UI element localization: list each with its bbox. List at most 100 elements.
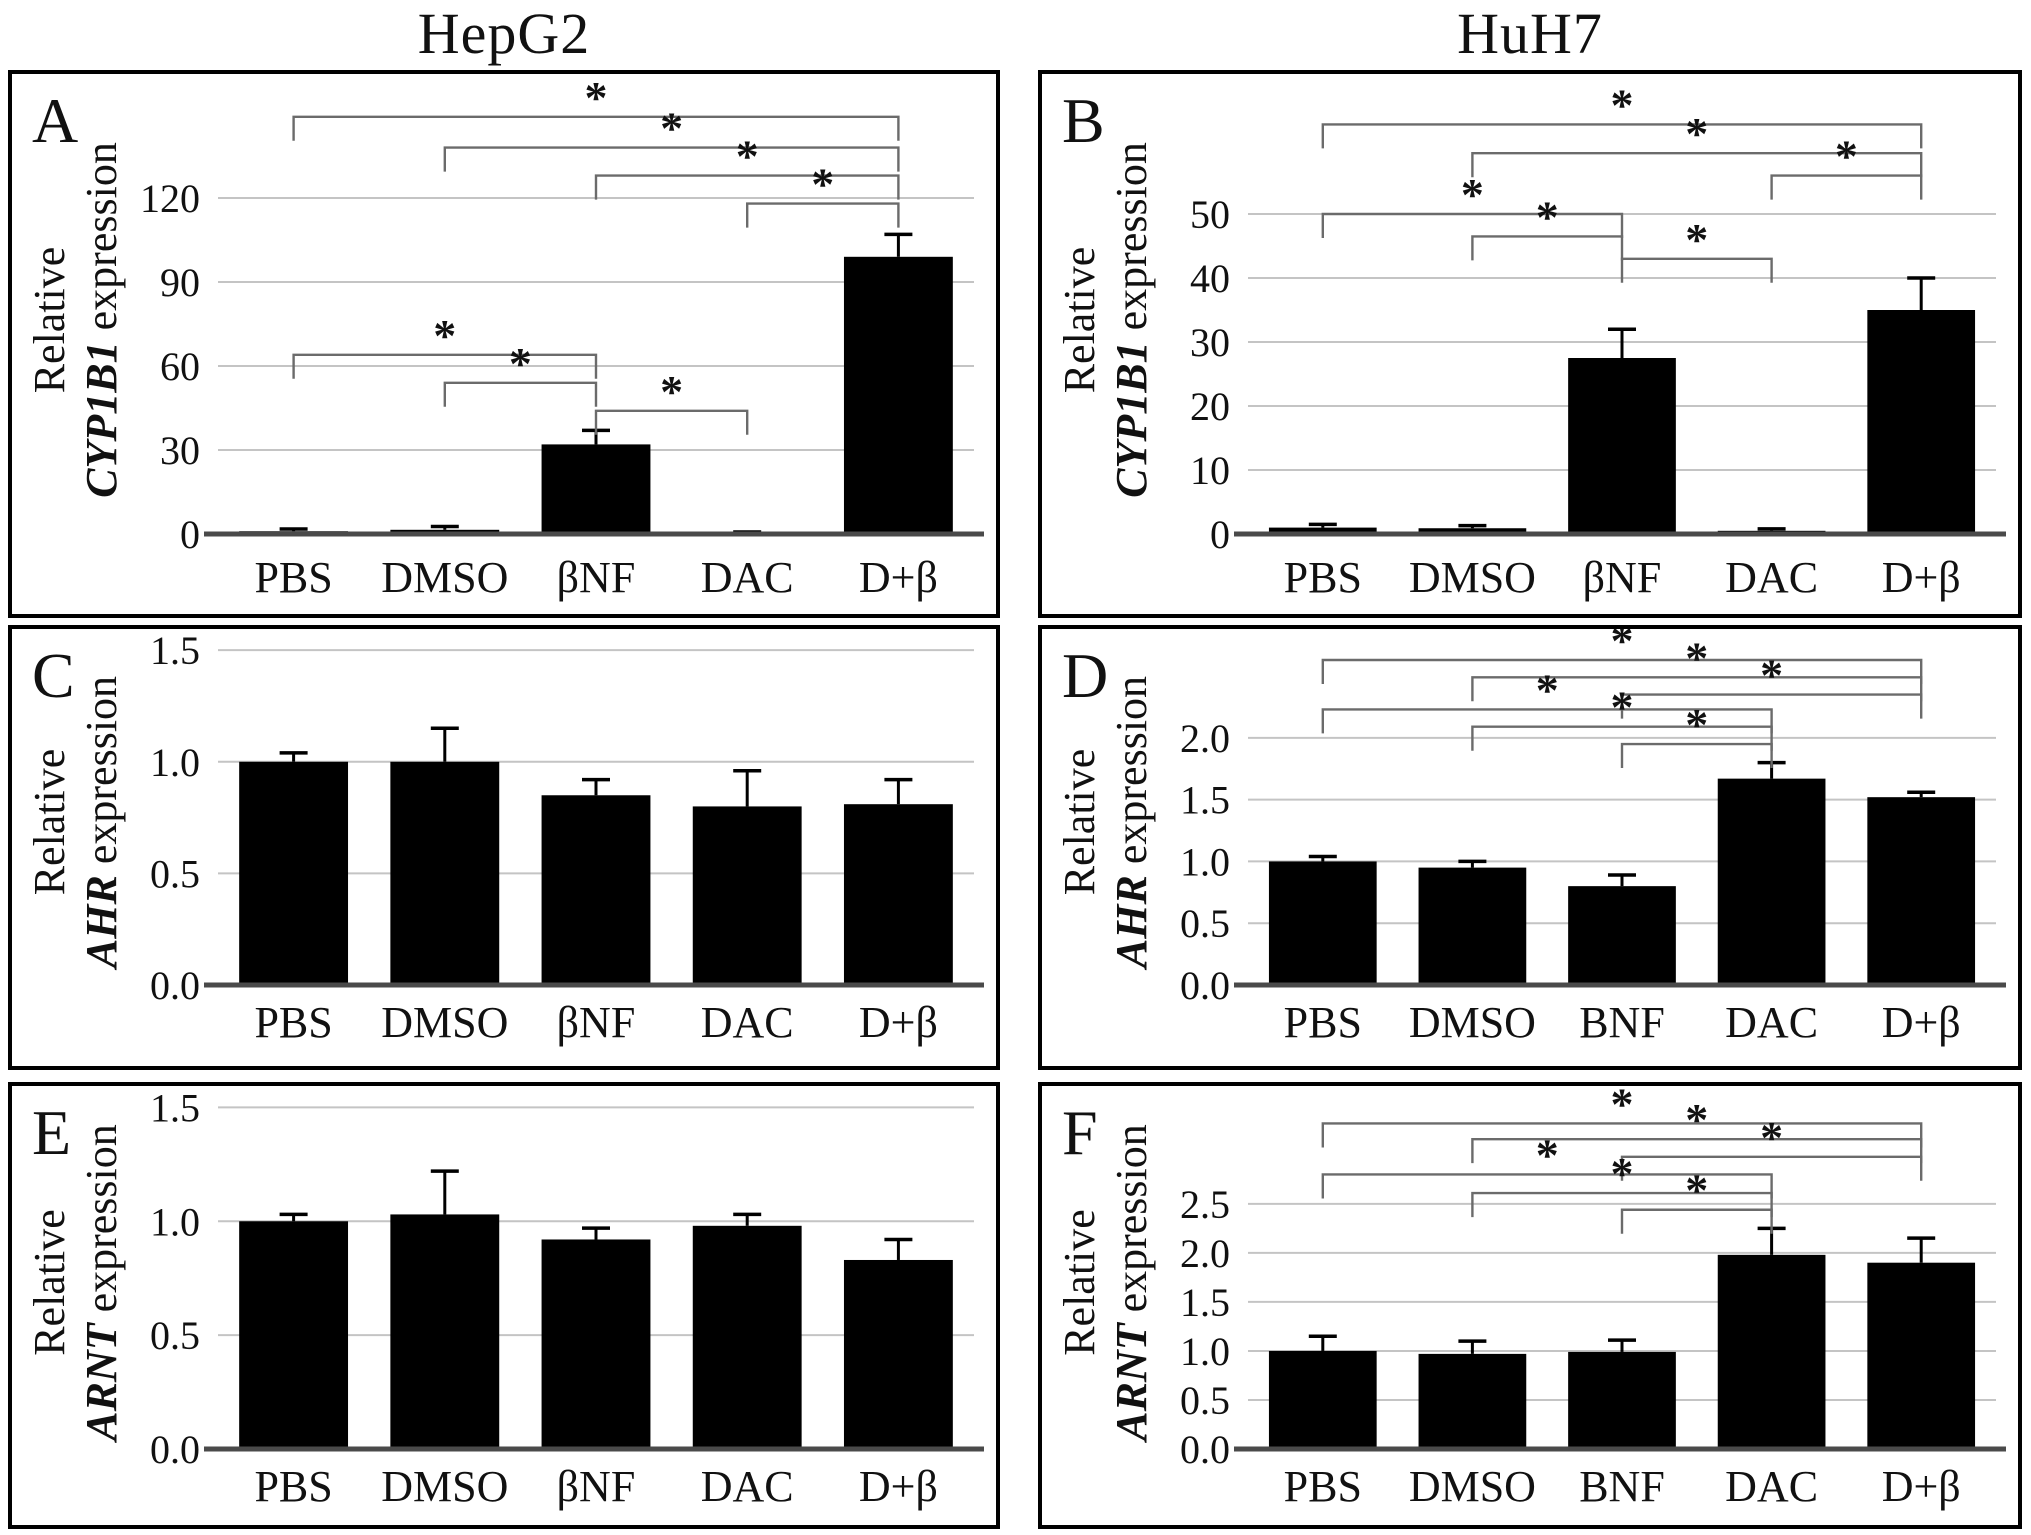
y-axis-label-line2: AHR expression <box>1107 676 1156 971</box>
x-label-BNF: BNF <box>1579 998 1665 1047</box>
bars <box>239 256 953 534</box>
error-bars <box>1308 760 1936 887</box>
bar-DAC <box>1717 778 1826 985</box>
bracket-DMSO-D+β <box>1471 1137 1923 1164</box>
x-label-DAC: DAC <box>1725 1462 1818 1511</box>
bracket-βNF-D+β <box>594 174 900 200</box>
y-tick-label: 0 <box>180 512 200 557</box>
bracket-βNF-DAC <box>1620 257 1773 283</box>
bar-DMSO <box>390 761 500 985</box>
significance-asterisk: * <box>660 103 683 154</box>
x-label-βNF: βNF <box>557 998 636 1047</box>
bracket-PBS-D+β <box>1321 123 1923 149</box>
bar-BNF <box>1568 1351 1676 1449</box>
significance-asterisk: * <box>1611 682 1634 733</box>
bar-βNF <box>1568 358 1676 534</box>
x-label-PBS: PBS <box>254 1462 332 1511</box>
y-tick-label: 20 <box>1190 384 1230 429</box>
significance-brackets: * * * * * * <box>1321 629 1923 769</box>
y-axis-label-line1: Relative <box>1055 749 1104 896</box>
significance-asterisk: * <box>1611 1086 1634 1129</box>
bracket-DMSO-DAC <box>1471 1191 1773 1218</box>
y-tick-label: 50 <box>1190 192 1230 237</box>
x-category-labels: PBS DMSO BNF DAC D+β <box>1284 1462 1961 1511</box>
x-label-D+β: D+β <box>1882 1462 1961 1511</box>
significance-asterisk: * <box>1611 1148 1634 1199</box>
y-tick-labels: 0.00.51.01.52.02.5 <box>1180 1182 1230 1472</box>
y-axis-label-line1: Relative <box>1055 247 1104 394</box>
error-bars <box>1308 1226 1936 1354</box>
panel-letter-b: B <box>1062 85 1105 156</box>
x-label-PBS: PBS <box>254 553 332 602</box>
y-axis-label-line1: Relative <box>25 247 74 394</box>
x-label-PBS: PBS <box>1284 998 1362 1047</box>
significance-asterisk: * <box>1760 650 1783 701</box>
y-axis-label-line2: AHR expression <box>77 676 126 971</box>
y-tick-label: 1.5 <box>150 629 200 673</box>
error-bars <box>279 726 913 807</box>
panel-letter-e: E <box>32 1097 71 1168</box>
y-tick-label: 0.5 <box>1180 1378 1230 1423</box>
panel-a-cyp1b1-hepg2: * * * * * * * 0 30 60 90 120 PBS DMSO βNF DAC D+β Relativ… <box>8 70 1000 618</box>
chart-e: 0.0 0.5 1.0 1.5 PBS DMSO βNF DAC D+β RelativeARNT… <box>25 1086 984 1511</box>
panel-b-cyp1b1-huh7: * * * * * * 0 10 20 30 40 50 PBS DMSO βNF DAC D+β Relativ… <box>1038 70 2022 618</box>
bars <box>239 1214 953 1449</box>
x-label-DAC: DAC <box>701 553 794 602</box>
significance-asterisk: * <box>1536 1129 1559 1180</box>
bar-PBS <box>1268 861 1377 985</box>
y-tick-label: 1.5 <box>1180 1280 1230 1325</box>
significance-asterisk: * <box>1685 1094 1708 1145</box>
bar-DMSO <box>1418 867 1527 985</box>
y-tick-label: 0.0 <box>150 1427 200 1472</box>
chart-d: * * * * * * 0.0 0.5 1.0 1.5 2.0 PBS DMSO BNF DAC D+β Rel… <box>1055 629 2006 1047</box>
y-tick-label: 1.5 <box>150 1086 200 1130</box>
significance-asterisk: * <box>1685 214 1708 265</box>
y-axis-label-line2: ARNT expression <box>77 1124 126 1444</box>
bracket-BNF-DAC <box>1620 742 1773 769</box>
y-tick-label: 90 <box>160 260 200 305</box>
significance-asterisk: * <box>1835 131 1858 182</box>
x-label-DMSO: DMSO <box>1409 998 1536 1047</box>
significance-asterisk: * <box>1760 1112 1783 1163</box>
y-tick-label: 0.5 <box>1180 901 1230 946</box>
significance-asterisk: * <box>1536 664 1559 715</box>
x-label-D+β: D+β <box>859 998 938 1047</box>
bar-PBS <box>1268 1350 1377 1449</box>
y-tick-label: 0.0 <box>150 963 200 1008</box>
y-axis-label-line1: Relative <box>25 749 74 896</box>
significance-asterisk: * <box>1536 191 1559 242</box>
x-label-βNF: βNF <box>557 1462 636 1511</box>
chart-b: * * * * * * 0 10 20 30 40 50 PBS DMSO βNF DAC D+β Relativ… <box>1055 79 2006 602</box>
bar-βNF <box>541 444 651 534</box>
bracket-PBS-D+β <box>292 115 900 141</box>
y-tick-label: 1.0 <box>150 1199 200 1244</box>
bracket-DAC-D+β <box>1770 174 1923 200</box>
bar-D+β <box>1867 310 1976 534</box>
x-label-βNF: βNF <box>557 553 636 602</box>
panel-letter-a: A <box>32 85 78 156</box>
bar-D+β <box>843 256 953 534</box>
bar-BNF <box>1568 886 1676 985</box>
y-axis-label-line2: CYP1B1 expression <box>1107 142 1156 498</box>
y-tick-label: 40 <box>1190 256 1230 301</box>
x-category-labels: PBS DMSO βNF DAC D+β <box>254 553 937 602</box>
x-label-PBS: PBS <box>254 998 332 1047</box>
bracket-PBS-DAC <box>1321 708 1773 734</box>
bracket-BNF-D+β <box>1620 693 1923 719</box>
bar-DAC <box>1717 1254 1826 1449</box>
significance-asterisk: * <box>509 338 532 389</box>
y-tick-labels: 0.0 0.5 1.0 1.5 2.0 <box>1180 716 1230 1008</box>
y-tick-label: 0 <box>1210 512 1230 557</box>
bracket-DMSO-D+β <box>1471 676 1923 702</box>
significance-asterisk: * <box>736 131 759 182</box>
x-label-D+β: D+β <box>1882 553 1961 602</box>
significance-asterisk: * <box>433 310 456 361</box>
x-label-D+β: D+β <box>859 1462 938 1511</box>
bar-D+β <box>1867 797 1976 985</box>
x-label-DMSO: DMSO <box>381 998 508 1047</box>
y-tick-label: 30 <box>1190 320 1230 365</box>
panel-c-ahr-hepg2: 0.0 0.5 1.0 1.5 PBS DMSO βNF DAC D+β Relative AHR … <box>8 625 1000 1070</box>
